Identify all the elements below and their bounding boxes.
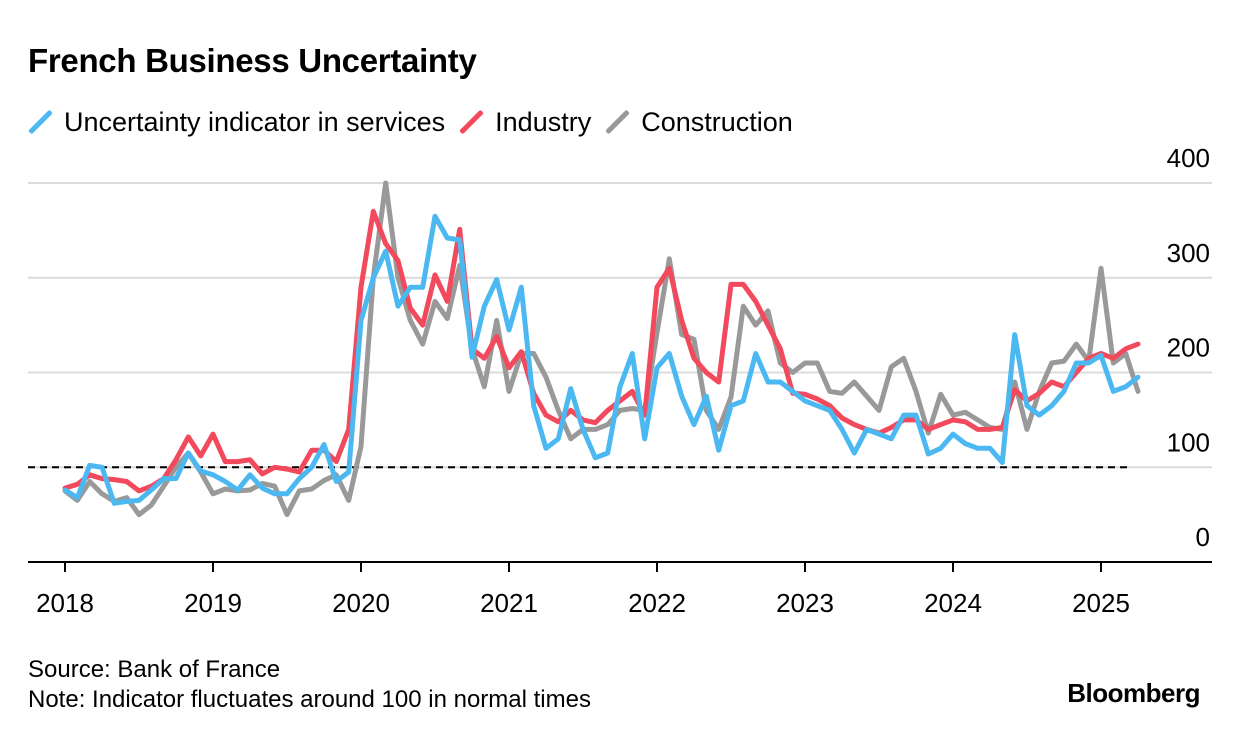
- bloomberg-logo: Bloomberg: [1067, 678, 1200, 708]
- x-tick-label-2018: 2018: [36, 588, 94, 618]
- legend-item-industry: Industry: [459, 107, 591, 138]
- legend-label-construction: Construction: [641, 106, 793, 137]
- y-tick-label-200: 200: [1167, 333, 1210, 363]
- legend-item-services: Uncertainty indicator in services: [28, 107, 445, 138]
- series-line-uncertainty-indicator-in-services: [62, 213, 1141, 506]
- y-tick-label-400: 400: [1167, 143, 1210, 173]
- x-tick-label-2024: 2024: [924, 588, 982, 618]
- legend-label-industry: Industry: [495, 106, 592, 137]
- x-tick-label-2022: 2022: [628, 588, 686, 618]
- source-note: Source: Bank of France: [28, 656, 281, 683]
- x-tick-label-2021: 2021: [480, 588, 538, 618]
- x-tick-label-2019: 2019: [184, 588, 242, 618]
- footnote: Note: Indicator fluctuates around 100 in…: [28, 686, 591, 713]
- x-tick-label-2020: 2020: [332, 588, 390, 618]
- y-tick-label-100: 100: [1167, 427, 1210, 457]
- x-tick-label-2025: 2025: [1072, 588, 1130, 618]
- y-tick-label-300: 300: [1167, 238, 1210, 268]
- legend-label-services: Uncertainty indicator in services: [64, 106, 446, 137]
- x-tick-label-2023: 2023: [776, 588, 834, 618]
- chart-footer: Source: Bank of France Note: Indicator f…: [28, 655, 591, 715]
- series-line-construction: [62, 180, 1141, 518]
- legend-item-construction: Construction: [605, 107, 793, 138]
- series-line-industry: [62, 208, 1141, 494]
- y-tick-label-0: 0: [1196, 522, 1210, 552]
- chart-legend: Uncertainty indicator in services Indust…: [28, 104, 807, 140]
- chart-title: French Business Uncertainty: [28, 42, 477, 79]
